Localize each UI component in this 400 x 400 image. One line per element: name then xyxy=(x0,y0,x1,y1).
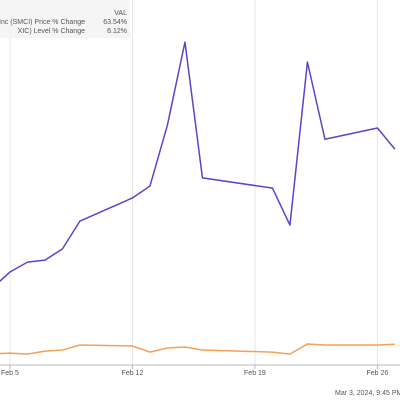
series-line xyxy=(0,343,395,355)
x-tick-label: Feb 26 xyxy=(367,370,389,377)
x-tick-label: Feb 12 xyxy=(122,370,144,377)
legend-entry: XIC) Level % Change xyxy=(18,28,85,35)
legend-entry: r Inc (SMCI) Price % Change xyxy=(0,19,85,26)
series-line xyxy=(0,41,396,283)
legend-value: 63.54% xyxy=(103,19,127,26)
x-tick-label: Feb 5 xyxy=(1,370,19,377)
legend-value: 6.12% xyxy=(107,28,127,35)
legend-header: VAL xyxy=(114,10,127,17)
footer: Mar 3, 2024, 9:45 PM EST Po xyxy=(335,390,400,397)
x-tick-label: Feb 19 xyxy=(244,370,266,377)
legend-box xyxy=(0,0,130,38)
